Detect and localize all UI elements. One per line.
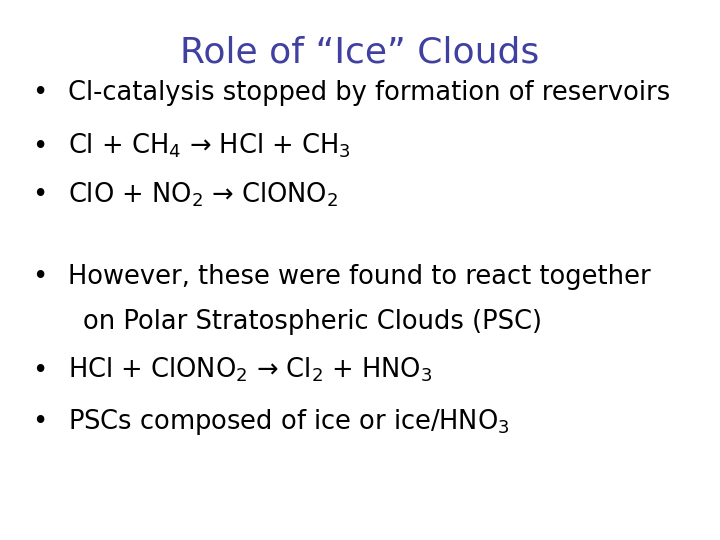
Text: PSCs composed of ice or ice/HNO$_{3}$: PSCs composed of ice or ice/HNO$_{3}$ [68, 407, 510, 437]
Text: Cl + CH$_{4}$ → HCl + CH$_{3}$: Cl + CH$_{4}$ → HCl + CH$_{3}$ [68, 132, 351, 160]
Text: •: • [32, 358, 48, 384]
Text: However, these were found to react together: However, these were found to react toget… [68, 264, 651, 289]
Text: HCl + ClONO$_{2}$ → Cl$_{2}$ + HNO$_{3}$: HCl + ClONO$_{2}$ → Cl$_{2}$ + HNO$_{3}$ [68, 356, 433, 384]
Text: •: • [32, 409, 48, 435]
Text: Role of “Ice” Clouds: Role of “Ice” Clouds [181, 35, 539, 69]
Text: Cl-catalysis stopped by formation of reservoirs: Cl-catalysis stopped by formation of res… [68, 80, 670, 106]
Text: •: • [32, 264, 48, 289]
Text: ClO + NO$_{2}$ → ClONO$_{2}$: ClO + NO$_{2}$ → ClONO$_{2}$ [68, 180, 338, 209]
Text: on Polar Stratospheric Clouds (PSC): on Polar Stratospheric Clouds (PSC) [83, 309, 541, 335]
Text: •: • [32, 183, 48, 208]
Text: •: • [32, 80, 48, 106]
Text: •: • [32, 134, 48, 160]
